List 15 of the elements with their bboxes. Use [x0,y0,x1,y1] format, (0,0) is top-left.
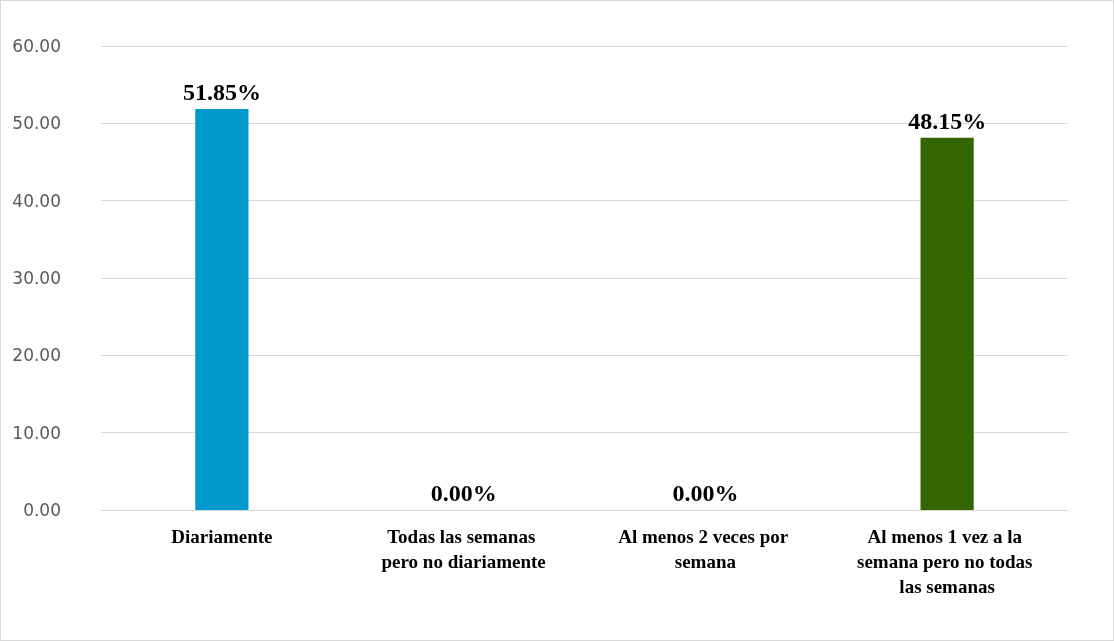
x-tick-label: Al menos 1 vez a la semana pero no todas las semanas [857,526,1038,597]
x-tick-label: Al menos 2 veces por semana [618,526,793,572]
data-label: 0.00% [430,480,497,506]
data-label: 0.00% [672,480,739,506]
y-tick-label: 0.00 [23,500,61,520]
y-tick-label: 60.00 [12,36,61,56]
y-tick-label: 40.00 [12,190,61,211]
y-tick-label: 30.00 [12,268,61,288]
data-label: 48.15% [908,107,987,134]
y-tick-label: 10.00 [12,422,61,443]
data-label: 51.85% [182,79,261,106]
x-tick-label: Todas las semanas pero no diariamente [381,526,546,572]
y-tick-label: 20.00 [12,345,61,366]
x-tick-label: Diariamente [171,526,273,547]
y-tick-label: 50.00 [12,113,61,134]
